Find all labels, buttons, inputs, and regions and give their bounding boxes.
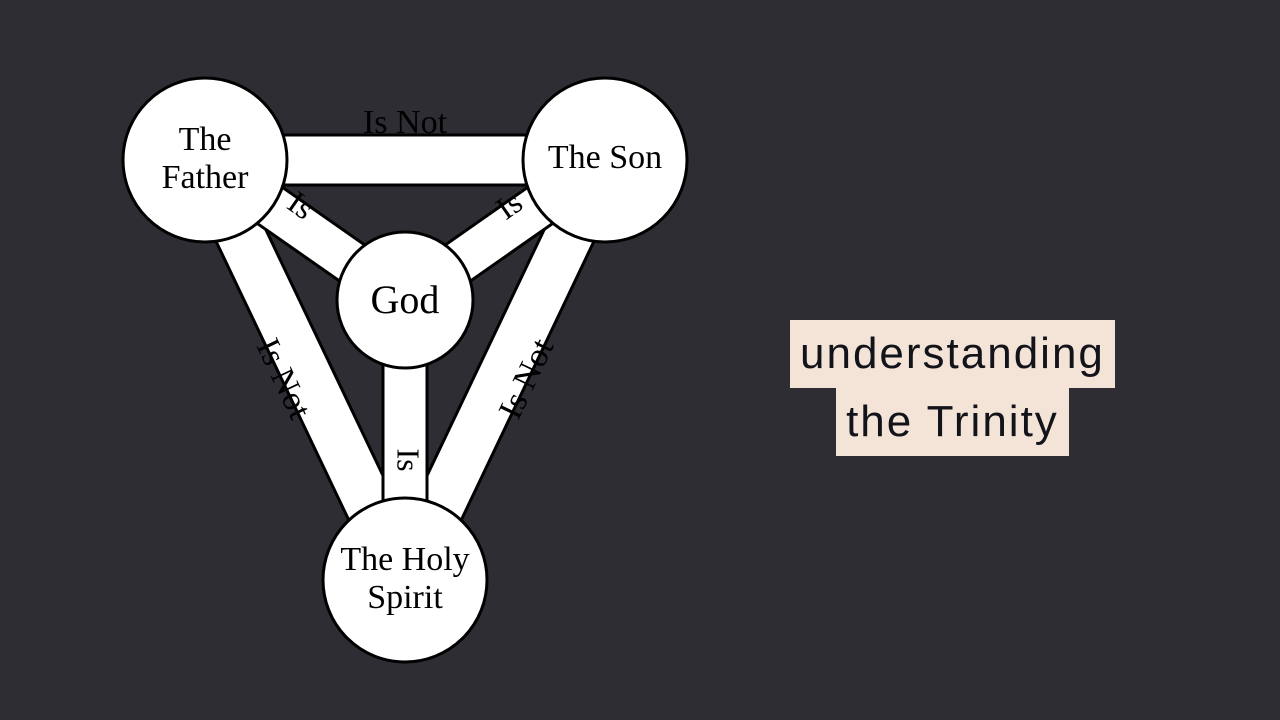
caption-line-2: the Trinity bbox=[836, 388, 1069, 456]
caption-line-1: understanding bbox=[790, 320, 1115, 388]
edge-label-is-not: Is Not bbox=[363, 104, 448, 141]
label-father: Father bbox=[162, 159, 250, 196]
label-god: God bbox=[371, 277, 440, 322]
label-spirit: The Holy bbox=[340, 541, 469, 578]
label-father: The bbox=[179, 121, 232, 158]
edge-label-is: Is bbox=[391, 448, 427, 471]
caption-text: understanding the Trinity bbox=[790, 320, 1115, 456]
label-spirit: Spirit bbox=[367, 579, 443, 616]
label-son: The Son bbox=[548, 139, 662, 176]
